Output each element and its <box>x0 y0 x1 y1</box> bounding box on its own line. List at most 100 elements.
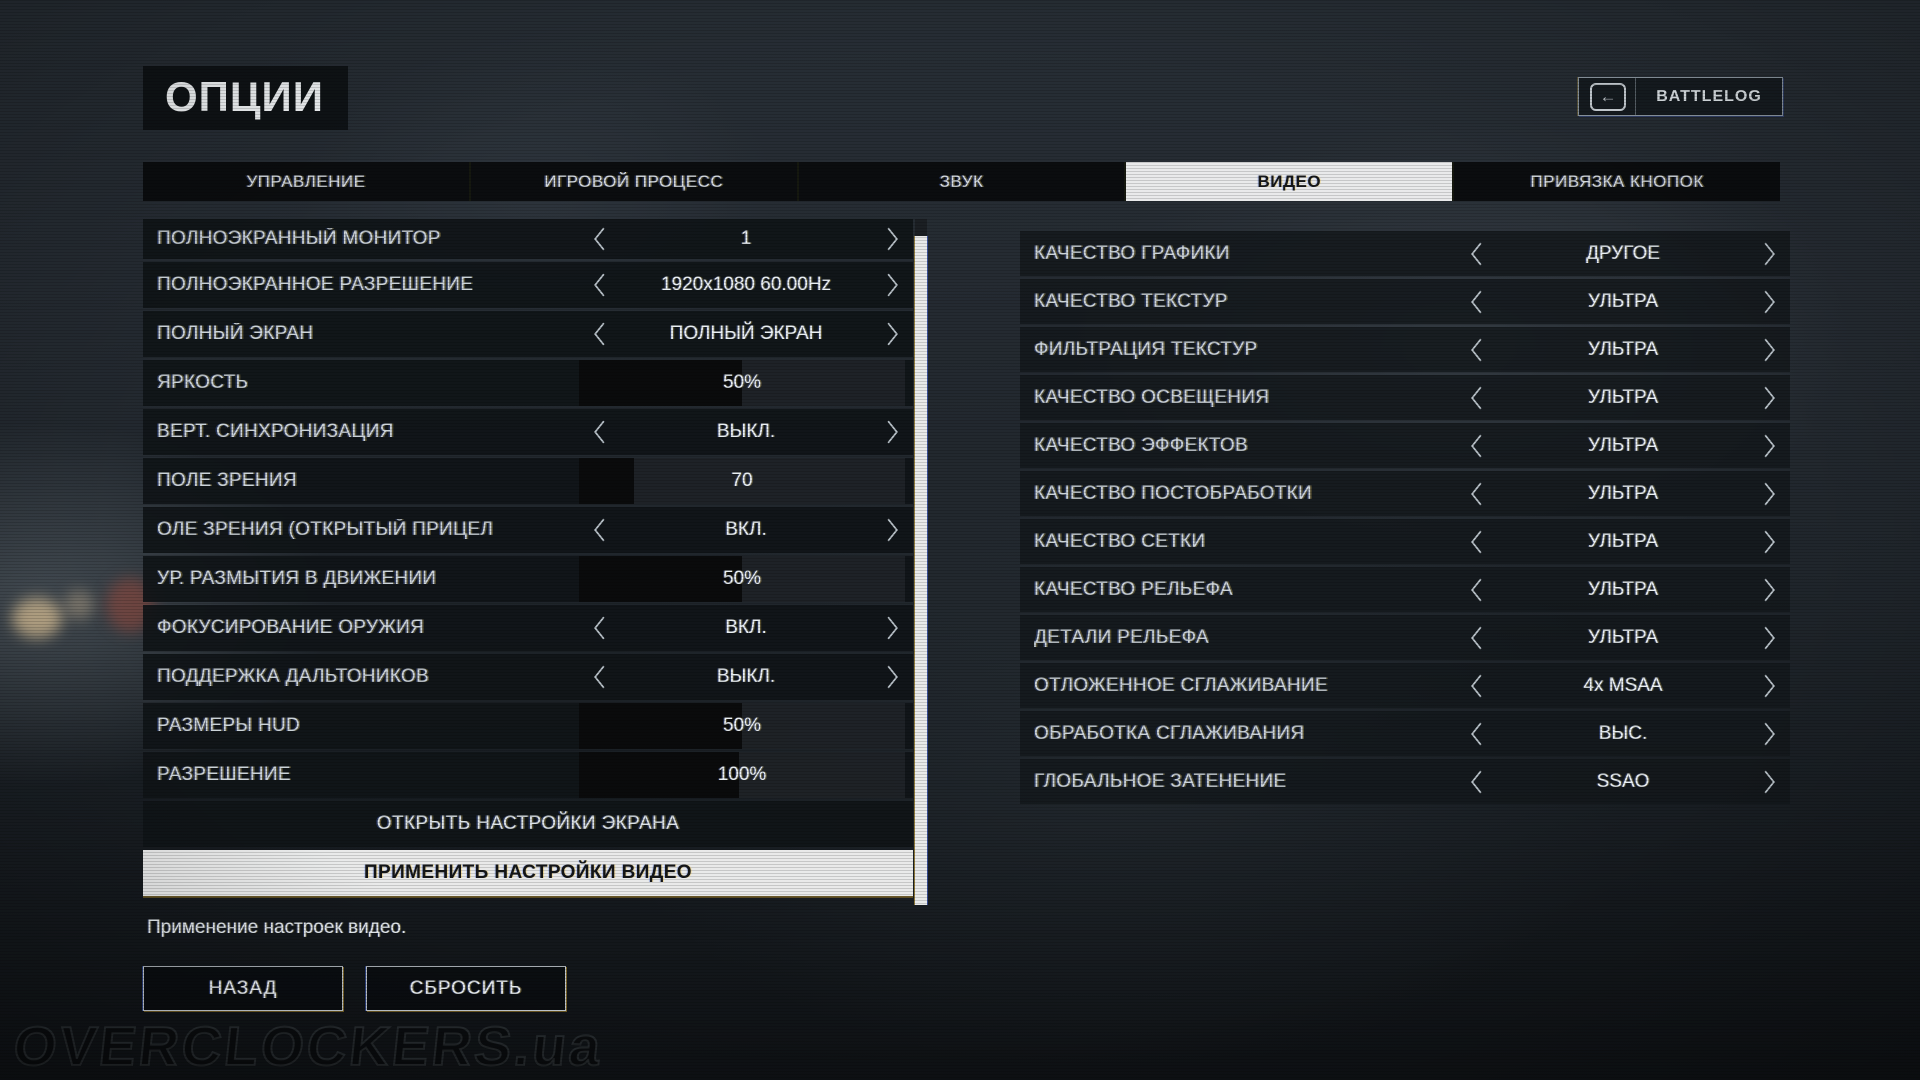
setting-row-antialiasing-post[interactable]: ОБРАБОТКА СГЛАЖИВАНИЯ ВЫС. <box>1020 711 1790 756</box>
setting-row-fullscreen-resolution[interactable]: ПОЛНОЭКРАННОЕ РАЗРЕШЕНИЕ 1920x1080 60.00H… <box>143 262 913 308</box>
setting-value: ПОЛНЫЙ ЭКРАН <box>669 323 823 344</box>
setting-label: ГЛОБАЛЬНОЕ ЗАТЕНЕНИЕ <box>1034 770 1287 792</box>
chevron-right-icon[interactable] <box>1763 721 1776 747</box>
chevron-right-icon[interactable] <box>1763 385 1776 411</box>
chevron-right-icon[interactable] <box>1763 433 1776 459</box>
chevron-right-icon[interactable] <box>886 664 899 690</box>
chevron-right-icon[interactable] <box>1763 673 1776 699</box>
setting-row-open-screen-settings[interactable]: ОТКРЫТЬ НАСТРОЙКИ ЭКРАНА <box>143 801 913 847</box>
chevron-left-icon[interactable] <box>593 321 606 347</box>
chevron-left-icon[interactable] <box>1470 721 1483 747</box>
chevron-left-icon[interactable] <box>1470 241 1483 267</box>
setting-row-vsync[interactable]: ВЕРТ. СИНХРОНИЗАЦИЯ ВЫКЛ. <box>143 409 913 455</box>
reset-button[interactable]: СБРОСИТЬ <box>366 966 566 1011</box>
setting-value: 1 <box>740 228 752 249</box>
chevron-left-icon[interactable] <box>593 226 606 252</box>
slider-track[interactable]: 70 <box>579 458 905 504</box>
setting-label: КАЧЕСТВО ЭФФЕКТОВ <box>1034 434 1248 456</box>
chevron-left-icon[interactable] <box>1470 289 1483 315</box>
tab-audio[interactable]: ЗВУК <box>796 162 1125 201</box>
setting-row-weapon-dof[interactable]: ФОКУСИРОВАНИЕ ОРУЖИЯ ВКЛ. <box>143 605 913 651</box>
chevron-left-icon[interactable] <box>593 419 606 445</box>
setting-row-hud-size[interactable]: РАЗМЕРЫ HUD 50% <box>143 703 913 749</box>
chevron-right-icon[interactable] <box>886 517 899 543</box>
chevron-right-icon[interactable] <box>1763 481 1776 507</box>
slider-track[interactable]: 50% <box>579 360 905 406</box>
setting-row-terrain-decoration[interactable]: ДЕТАЛИ РЕЛЬЕФА УЛЬТРА <box>1020 615 1790 660</box>
chevron-right-icon[interactable] <box>1763 577 1776 603</box>
setting-row-fullscreen-mode[interactable]: ПОЛНЫЙ ЭКРАН ПОЛНЫЙ ЭКРАН <box>143 311 913 357</box>
chevron-left-icon[interactable] <box>1470 577 1483 603</box>
tab-gameplay[interactable]: ИГРОВОЙ ПРОЦЕСС <box>468 162 797 201</box>
back-button[interactable]: НАЗАД <box>143 966 343 1011</box>
setting-row-apply-video-settings[interactable]: ПРИМЕНИТЬ НАСТРОЙКИ ВИДЕО <box>143 850 913 896</box>
setting-row-deferred-antialiasing[interactable]: ОТЛОЖЕННОЕ СГЛАЖИВАНИЕ 4x MSAA <box>1020 663 1790 708</box>
chevron-left-icon[interactable] <box>593 615 606 641</box>
quality-settings-list: КАЧЕСТВО ГРАФИКИ ДРУГОЕ КАЧЕСТВО ТЕКСТУР УЛ… <box>1020 231 1790 807</box>
scrollbar[interactable] <box>915 219 927 905</box>
setting-row-postprocess-quality[interactable]: КАЧЕСТВО ПОСТОБРАБОТКИ УЛЬТРА <box>1020 471 1790 516</box>
chevron-right-icon[interactable] <box>886 321 899 347</box>
chevron-right-icon[interactable] <box>886 226 899 252</box>
slider-track[interactable]: 50% <box>579 703 905 749</box>
setting-value: 100% <box>717 764 767 785</box>
slider-track[interactable]: 50% <box>579 556 905 602</box>
setting-row-ambient-occlusion[interactable]: ГЛОБАЛЬНОЕ ЗАТЕНЕНИЕ SSAO <box>1020 759 1790 804</box>
chevron-left-icon[interactable] <box>593 272 606 298</box>
setting-row-lighting-quality[interactable]: КАЧЕСТВО ОСВЕЩЕНИЯ УЛЬТРА <box>1020 375 1790 420</box>
chevron-right-icon[interactable] <box>886 419 899 445</box>
setting-label: КАЧЕСТВО ГРАФИКИ <box>1034 242 1230 264</box>
setting-row-terrain-quality[interactable]: КАЧЕСТВО РЕЛЬЕФА УЛЬТРА <box>1020 567 1790 612</box>
setting-row-texture-quality[interactable]: КАЧЕСТВО ТЕКСТУР УЛЬТРА <box>1020 279 1790 324</box>
chevron-left-icon[interactable] <box>1470 769 1483 795</box>
setting-row-motion-blur[interactable]: УР. РАЗМЫТИЯ В ДВИЖЕНИИ 50% <box>143 556 913 602</box>
chevron-right-icon[interactable] <box>1763 625 1776 651</box>
setting-hint: Применение настроек видео. <box>147 917 407 938</box>
setting-row-fov-ads[interactable]: ОЛЕ ЗРЕНИЯ (ОТКРЫТЫЙ ПРИЦЕЛ ВКЛ. <box>143 507 913 553</box>
tab-video[interactable]: ВИДЕО <box>1124 162 1453 201</box>
setting-label: ОЛЕ ЗРЕНИЯ (ОТКРЫТЫЙ ПРИЦЕЛ <box>157 519 494 540</box>
setting-row-graphics-quality[interactable]: КАЧЕСТВО ГРАФИКИ ДРУГОЕ <box>1020 231 1790 276</box>
setting-label: ФОКУСИРОВАНИЕ ОРУЖИЯ <box>157 617 425 638</box>
chevron-left-icon[interactable] <box>1470 625 1483 651</box>
setting-row-mesh-quality[interactable]: КАЧЕСТВО СЕТКИ УЛЬТРА <box>1020 519 1790 564</box>
chevron-left-icon[interactable] <box>593 664 606 690</box>
divider <box>1635 78 1636 115</box>
setting-value: УЛЬТРА <box>1587 290 1659 312</box>
setting-row-colorblind[interactable]: ПОДДЕРЖКА ДАЛЬТОНИКОВ ВЫКЛ. <box>143 654 913 700</box>
tab-bar: УПРАВЛЕНИЕ ИГРОВОЙ ПРОЦЕСС ЗВУК ВИДЕО ПРИВЯЗ… <box>143 162 1780 201</box>
chevron-right-icon[interactable] <box>1763 241 1776 267</box>
setting-label: ПОЛЕ ЗРЕНИЯ <box>157 470 297 491</box>
setting-label: ОТЛОЖЕННОЕ СГЛАЖИВАНИЕ <box>1034 674 1328 696</box>
chevron-right-icon[interactable] <box>886 615 899 641</box>
page-title: ОПЦИИ <box>143 66 348 130</box>
setting-row-resolution-scale[interactable]: РАЗРЕШЕНИЕ 100% <box>143 752 913 798</box>
chevron-left-icon[interactable] <box>1470 337 1483 363</box>
battlelog-button[interactable]: ← BATTLELOG <box>1578 77 1783 116</box>
slider-fill <box>579 752 739 798</box>
overclockers-watermark: OVERCLOCKERS.ua <box>10 1014 607 1078</box>
setting-value: УЛЬТРА <box>1587 578 1659 600</box>
chevron-left-icon[interactable] <box>1470 529 1483 555</box>
setting-row-brightness[interactable]: ЯРКОСТЬ 50% <box>143 360 913 406</box>
setting-row-fullscreen-monitor[interactable]: ПОЛНОЭКРАННЫЙ МОНИТОР 1 <box>143 219 913 259</box>
chevron-left-icon[interactable] <box>1470 673 1483 699</box>
chevron-left-icon[interactable] <box>1470 385 1483 411</box>
chevron-left-icon[interactable] <box>1470 433 1483 459</box>
scrollbar-thumb[interactable] <box>915 236 927 905</box>
chevron-left-icon[interactable] <box>593 517 606 543</box>
setting-label: ПОЛНОЭКРАННОЕ РАЗРЕШЕНИЕ <box>157 274 474 295</box>
tab-controls[interactable]: УПРАВЛЕНИЕ <box>143 162 469 201</box>
chevron-left-icon[interactable] <box>1470 481 1483 507</box>
setting-row-effects-quality[interactable]: КАЧЕСТВО ЭФФЕКТОВ УЛЬТРА <box>1020 423 1790 468</box>
setting-value: ВЫКЛ. <box>716 421 776 442</box>
chevron-right-icon[interactable] <box>886 272 899 298</box>
tab-key-bindings[interactable]: ПРИВЯЗКА КНОПОК <box>1452 162 1780 201</box>
chevron-right-icon[interactable] <box>1763 769 1776 795</box>
slider-track[interactable]: 100% <box>579 752 905 798</box>
chevron-right-icon[interactable] <box>1763 289 1776 315</box>
chevron-right-icon[interactable] <box>1763 337 1776 363</box>
setting-row-texture-filtering[interactable]: ФИЛЬТРАЦИЯ ТЕКСТУР УЛЬТРА <box>1020 327 1790 372</box>
chevron-right-icon[interactable] <box>1763 529 1776 555</box>
setting-row-fov[interactable]: ПОЛЕ ЗРЕНИЯ 70 <box>143 458 913 504</box>
